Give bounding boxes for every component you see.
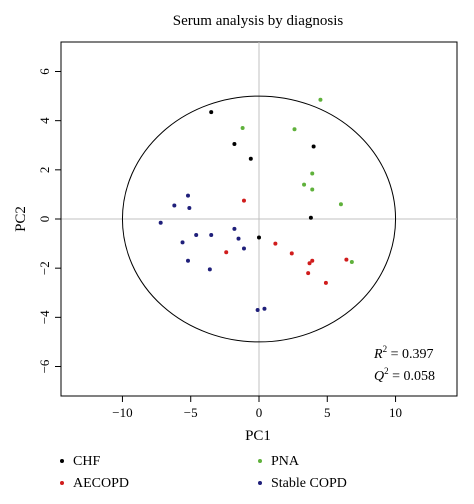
point-aecopd bbox=[344, 257, 349, 262]
r2-value: = 0.397 bbox=[387, 347, 433, 362]
point-stable-copd bbox=[241, 246, 246, 251]
r-squared-annotation: R2 = 0.397 bbox=[373, 344, 433, 362]
legend-item-aecopd: AECOPD bbox=[60, 476, 129, 492]
point-stable-copd bbox=[187, 205, 192, 210]
legend-label-chf: CHF bbox=[73, 454, 101, 469]
point-chf bbox=[257, 235, 261, 240]
y-tick-label: 6 bbox=[37, 68, 52, 75]
point-aecopd bbox=[273, 241, 278, 246]
point-pna bbox=[338, 202, 343, 207]
y-tick-label: −4 bbox=[37, 310, 52, 324]
legend-marker-chf bbox=[60, 458, 64, 463]
series-chf bbox=[209, 110, 316, 240]
point-chf bbox=[308, 215, 313, 220]
point-pna bbox=[310, 187, 315, 192]
point-stable-copd bbox=[255, 307, 260, 312]
point-chf bbox=[311, 144, 316, 149]
legend-marker-aecopd bbox=[60, 480, 64, 485]
point-aecopd bbox=[323, 280, 328, 285]
x-axis: −10 −5 0 5 10 bbox=[112, 395, 402, 420]
point-chf bbox=[248, 156, 253, 161]
y-axis-label: PC2 bbox=[13, 206, 29, 232]
x-tick-label: 0 bbox=[256, 405, 263, 420]
q2-symbol: Q bbox=[374, 369, 384, 384]
y-tick-label: 4 bbox=[37, 117, 52, 124]
legend-item-pna: PNA bbox=[258, 454, 299, 470]
y-tick-label: −2 bbox=[37, 261, 52, 275]
legend-marker-stable-copd bbox=[258, 480, 262, 485]
q-squared-annotation: Q2 = 0.058 bbox=[374, 366, 435, 384]
r2-symbol: R bbox=[373, 347, 383, 362]
legend-item-stable-copd: Stable COPD bbox=[258, 476, 347, 492]
y-tick-label: 2 bbox=[37, 167, 52, 174]
series-aecopd bbox=[224, 198, 349, 285]
reference-lines bbox=[61, 42, 457, 396]
point-aecopd bbox=[310, 258, 315, 263]
point-aecopd bbox=[241, 198, 246, 203]
point-stable-copd bbox=[262, 306, 267, 311]
point-stable-copd bbox=[209, 232, 214, 237]
point-pna bbox=[302, 182, 307, 187]
x-tick-label: 10 bbox=[389, 405, 402, 420]
point-stable-copd bbox=[185, 193, 190, 198]
legend-item-chf: CHF bbox=[60, 454, 100, 470]
point-stable-copd bbox=[236, 236, 241, 241]
q2-superscript: 2 bbox=[384, 366, 389, 376]
point-aecopd bbox=[224, 250, 229, 255]
point-stable-copd bbox=[158, 220, 163, 225]
y-tick-label: −6 bbox=[37, 359, 52, 373]
y-tick-label: 0 bbox=[37, 216, 52, 223]
point-stable-copd bbox=[185, 258, 190, 263]
series-pna bbox=[240, 97, 354, 265]
point-stable-copd bbox=[232, 226, 237, 231]
x-tick-label: −10 bbox=[112, 405, 132, 420]
x-tick-label: −5 bbox=[184, 405, 198, 420]
point-pna bbox=[310, 171, 315, 176]
scatter-chart: Serum analysis by diagnosis −10 −5 0 5 10 −6… bbox=[13, 13, 458, 444]
data-points bbox=[158, 97, 354, 312]
confidence-ellipse bbox=[121, 95, 397, 343]
chart-title: Serum analysis by diagnosis bbox=[173, 13, 344, 29]
point-pna bbox=[349, 260, 354, 265]
x-tick-label: 5 bbox=[324, 405, 331, 420]
series-stable-copd bbox=[158, 193, 267, 312]
legend-label-pna: PNA bbox=[271, 454, 300, 469]
x-axis-label: PC1 bbox=[245, 428, 271, 444]
point-aecopd bbox=[306, 271, 311, 276]
point-pna bbox=[292, 127, 297, 132]
point-stable-copd bbox=[172, 203, 177, 208]
y-axis: −6 −4 −2 0 2 4 6 bbox=[37, 68, 62, 373]
point-pna bbox=[240, 126, 245, 131]
point-pna bbox=[318, 97, 323, 102]
point-stable-copd bbox=[194, 232, 199, 237]
point-aecopd bbox=[307, 261, 312, 266]
point-chf bbox=[209, 110, 214, 115]
legend: CHF PNA AECOPD Stable COPD bbox=[0, 448, 474, 504]
r2-superscript: 2 bbox=[383, 344, 388, 354]
legend-label-stable-copd: Stable COPD bbox=[271, 476, 347, 491]
legend-marker-pna bbox=[258, 458, 262, 463]
q2-value: = 0.058 bbox=[389, 369, 435, 384]
point-stable-copd bbox=[207, 267, 212, 272]
point-aecopd bbox=[289, 251, 294, 256]
point-chf bbox=[232, 142, 237, 147]
legend-label-aecopd: AECOPD bbox=[73, 476, 130, 491]
point-stable-copd bbox=[180, 240, 185, 245]
